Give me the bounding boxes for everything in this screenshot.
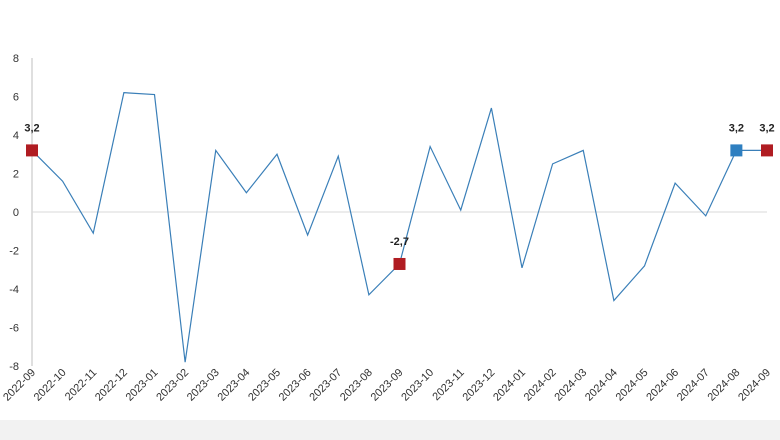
- y-tick-label: -8: [9, 361, 19, 373]
- highlight-point: [761, 144, 773, 157]
- y-tick-label: -6: [9, 323, 19, 335]
- x-tick-label: 2023-10: [399, 367, 436, 404]
- data-label: 3,2: [24, 122, 39, 134]
- series-line: [31, 92, 767, 363]
- y-tick-label: -4: [9, 284, 19, 296]
- x-tick-label: 2023-12: [460, 367, 497, 404]
- x-tick-label: 2022-11: [63, 367, 99, 403]
- data-label: -2,7: [390, 236, 409, 248]
- x-tick-label: 2022-09: [1, 367, 38, 404]
- x-tick-label: 2024-03: [552, 367, 589, 404]
- x-tick-label: 2024-02: [522, 367, 559, 404]
- y-tick-label: 6: [13, 92, 19, 104]
- x-tick-label: 2024-06: [644, 367, 681, 404]
- x-tick-label: 2023-04: [215, 367, 252, 404]
- y-tick-label: 8: [13, 53, 19, 65]
- x-tick-label: 2024-01: [491, 367, 528, 404]
- x-tick-label: 2024-05: [614, 367, 651, 404]
- x-tick-label: 2024-08: [705, 367, 742, 404]
- x-tick-label: 2023-01: [124, 367, 161, 404]
- x-tick-label: 2023-09: [369, 367, 406, 404]
- x-tick-label: 2023-06: [277, 367, 314, 404]
- x-tick-label: 2024-07: [675, 367, 712, 404]
- highlight-point: [730, 144, 743, 157]
- x-tick-label: 2023-07: [307, 367, 344, 404]
- x-tick-label: 2023-02: [154, 367, 191, 404]
- highlight-markers: 3,2 -2,7 3,2 3,2: [24, 122, 775, 270]
- x-tick-label: 2023-11: [430, 367, 466, 403]
- data-label: 3,2: [759, 122, 774, 134]
- x-tick-label: 2023-08: [338, 367, 375, 404]
- highlight-point: [26, 144, 38, 157]
- x-tick-label: 2022-10: [32, 367, 69, 404]
- x-tick-label: 2023-05: [246, 367, 283, 404]
- x-axis: 2022-092022-102022-112022-122023-012023-…: [1, 367, 773, 404]
- y-tick-label: -2: [9, 246, 19, 258]
- highlight-point: [393, 257, 406, 270]
- y-tick-label: 0: [13, 207, 19, 219]
- x-tick-label: 2022-12: [93, 367, 130, 404]
- y-axis: -8 -6 -4 -2 0 2 4 6 8: [9, 53, 19, 373]
- y-tick-label: 2: [13, 169, 19, 181]
- data-label: 3,2: [729, 122, 744, 134]
- x-tick-label: 2024-09: [736, 367, 773, 404]
- y-tick-label: 4: [13, 130, 19, 142]
- x-tick-label: 2023-03: [185, 367, 222, 404]
- x-tick-label: 2024-04: [583, 367, 620, 404]
- footer-band: [0, 420, 780, 440]
